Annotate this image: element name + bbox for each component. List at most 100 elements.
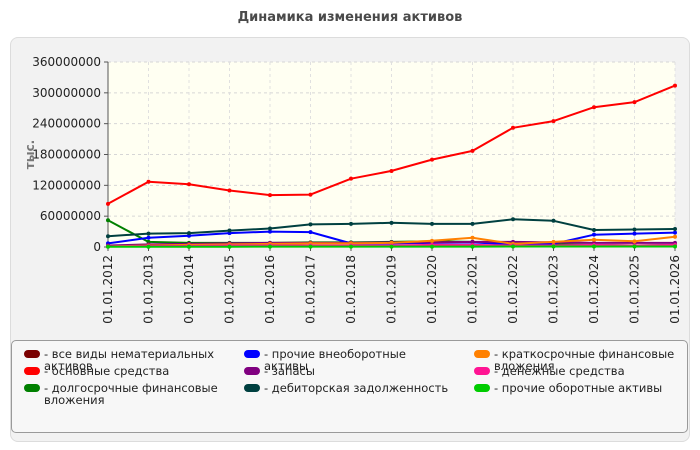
legend-item: - денежные средства: [474, 365, 679, 377]
x-tick-label: 01.01.2014: [182, 255, 196, 324]
legend-swatch: [474, 367, 490, 375]
series-point-8: [632, 244, 637, 249]
legend-swatch: [474, 384, 490, 392]
series-point-1: [551, 119, 556, 124]
y-tick-label: 0: [93, 240, 101, 254]
series-point-1: [146, 179, 151, 184]
x-tick-label: 01.01.2025: [628, 255, 642, 324]
legend-label: - дебиторская задолженность: [264, 381, 449, 395]
series-point-8: [146, 244, 151, 249]
x-tick-label: 01.01.2026: [668, 255, 682, 324]
series-point-1: [349, 176, 353, 181]
series-point-6: [673, 234, 677, 239]
series-point-2: [106, 218, 110, 223]
legend-swatch: [244, 384, 260, 392]
series-point-6: [632, 239, 637, 244]
x-tick-label: 01.01.2024: [587, 255, 601, 324]
legend-item: - краткосрочные финансовые вложения: [474, 348, 679, 372]
legend-item: - запасы: [244, 365, 449, 377]
series-point-6: [592, 237, 596, 242]
legend-item: - долгосрочные финансовые вложения: [24, 382, 229, 406]
series-point-1: [511, 125, 515, 130]
series-point-3: [268, 229, 272, 234]
series-point-8: [187, 244, 191, 249]
legend-label: - краткосрочные финансовые вложения: [494, 347, 675, 373]
series-point-8: [551, 244, 556, 249]
y-axis-label: тыс.: [23, 140, 37, 169]
series-point-1: [673, 83, 677, 88]
series-point-5: [187, 231, 191, 236]
legend-swatch: [24, 384, 40, 392]
series-point-1: [389, 168, 394, 173]
series-point-5: [308, 222, 313, 227]
series-point-8: [106, 244, 110, 249]
y-tick-label: 180000000: [32, 148, 101, 162]
series-point-8: [673, 244, 677, 249]
series-point-1: [106, 201, 110, 206]
series-point-1: [187, 182, 191, 187]
series-point-6: [470, 235, 475, 240]
y-tick-label: 240000000: [32, 117, 101, 131]
y-tick-label: 360000000: [32, 55, 101, 69]
series-point-5: [632, 227, 637, 232]
x-tick-label: 01.01.2019: [385, 255, 399, 324]
x-tick-label: 01.01.2020: [425, 255, 439, 324]
series-point-5: [106, 234, 110, 239]
series-point-1: [430, 157, 434, 162]
legend-item: - прочие оборотные активы: [474, 382, 679, 394]
legend-item: - все виды нематериальных активов: [24, 348, 229, 372]
x-tick-label: 01.01.2023: [547, 255, 561, 324]
chart-legend: - все виды нематериальных активов - прочи…: [11, 340, 688, 433]
series-point-8: [430, 244, 434, 249]
series-point-8: [592, 244, 596, 249]
legend-label: - основные средства: [44, 364, 170, 378]
series-point-5: [551, 218, 556, 223]
series-point-8: [268, 244, 272, 249]
series-point-5: [592, 228, 596, 233]
series-point-6: [430, 238, 434, 243]
series-point-5: [146, 231, 151, 236]
legend-item: - прочие внеоборотные активы: [244, 348, 449, 372]
series-point-8: [511, 244, 515, 249]
series-point-6: [551, 239, 556, 244]
series-point-1: [268, 193, 272, 198]
series-point-5: [673, 227, 677, 232]
legend-label: - все виды нематериальных активов: [44, 347, 215, 373]
series-point-3: [632, 231, 637, 236]
legend-label: - долгосрочные финансовые вложения: [44, 381, 218, 407]
legend-label: - прочие оборотные активы: [494, 381, 663, 395]
series-point-8: [349, 244, 353, 249]
series-point-3: [146, 235, 151, 240]
series-point-8: [470, 244, 475, 249]
x-tick-label: 01.01.2022: [506, 255, 520, 324]
series-point-3: [673, 230, 677, 235]
x-tick-label: 01.01.2012: [101, 255, 115, 324]
series-point-1: [227, 188, 232, 193]
series-point-4: [470, 239, 475, 244]
series-point-3: [592, 232, 596, 237]
legend-swatch: [474, 350, 490, 358]
x-tick-label: 01.01.2016: [263, 255, 277, 324]
series-point-5: [511, 217, 515, 222]
legend-label: - запасы: [264, 364, 315, 378]
series-point-5: [349, 221, 353, 226]
series-point-8: [308, 244, 313, 249]
chart-title: Динамика изменения активов: [237, 10, 463, 25]
series-point-8: [389, 244, 394, 249]
series-point-1: [632, 100, 637, 105]
x-tick-label: 01.01.2021: [466, 255, 480, 324]
legend-swatch: [24, 350, 40, 358]
legend-swatch: [244, 367, 260, 375]
series-point-5: [227, 228, 232, 233]
series-point-5: [470, 221, 475, 226]
series-point-1: [592, 105, 596, 110]
legend-label: - прочие внеоборотные активы: [264, 347, 406, 373]
series-point-5: [389, 220, 394, 225]
series-point-5: [430, 221, 434, 226]
legend-swatch: [244, 350, 260, 358]
x-tick-label: 01.01.2018: [344, 255, 358, 324]
series-point-8: [227, 244, 232, 249]
series-point-3: [308, 230, 313, 235]
x-tick-label: 01.01.2013: [142, 255, 156, 324]
